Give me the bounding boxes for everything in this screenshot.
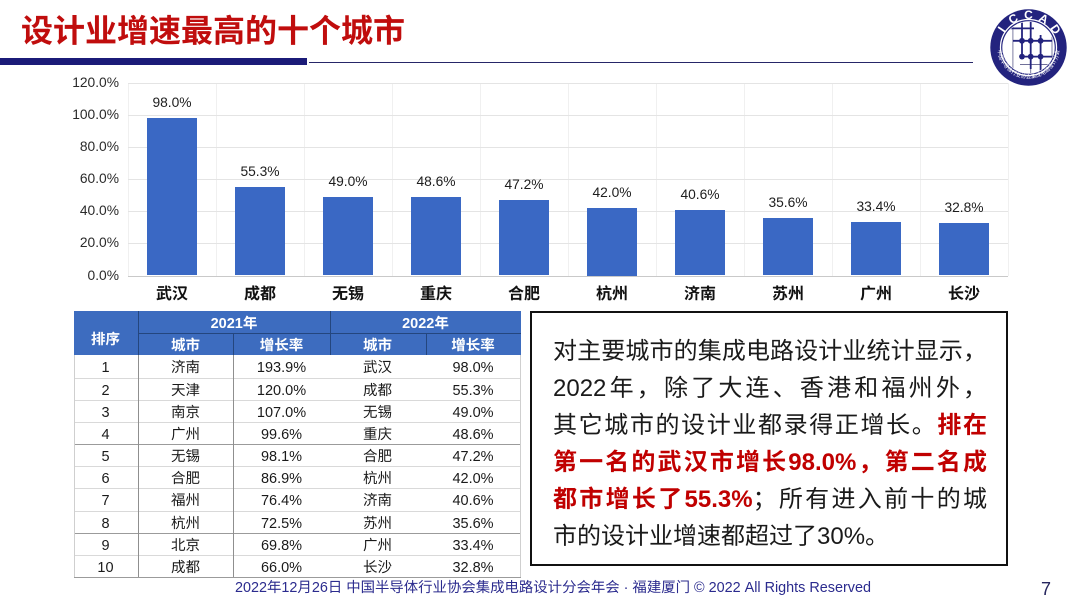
svg-text:I: I [995, 24, 1008, 35]
svg-text:C: C [1024, 9, 1033, 22]
